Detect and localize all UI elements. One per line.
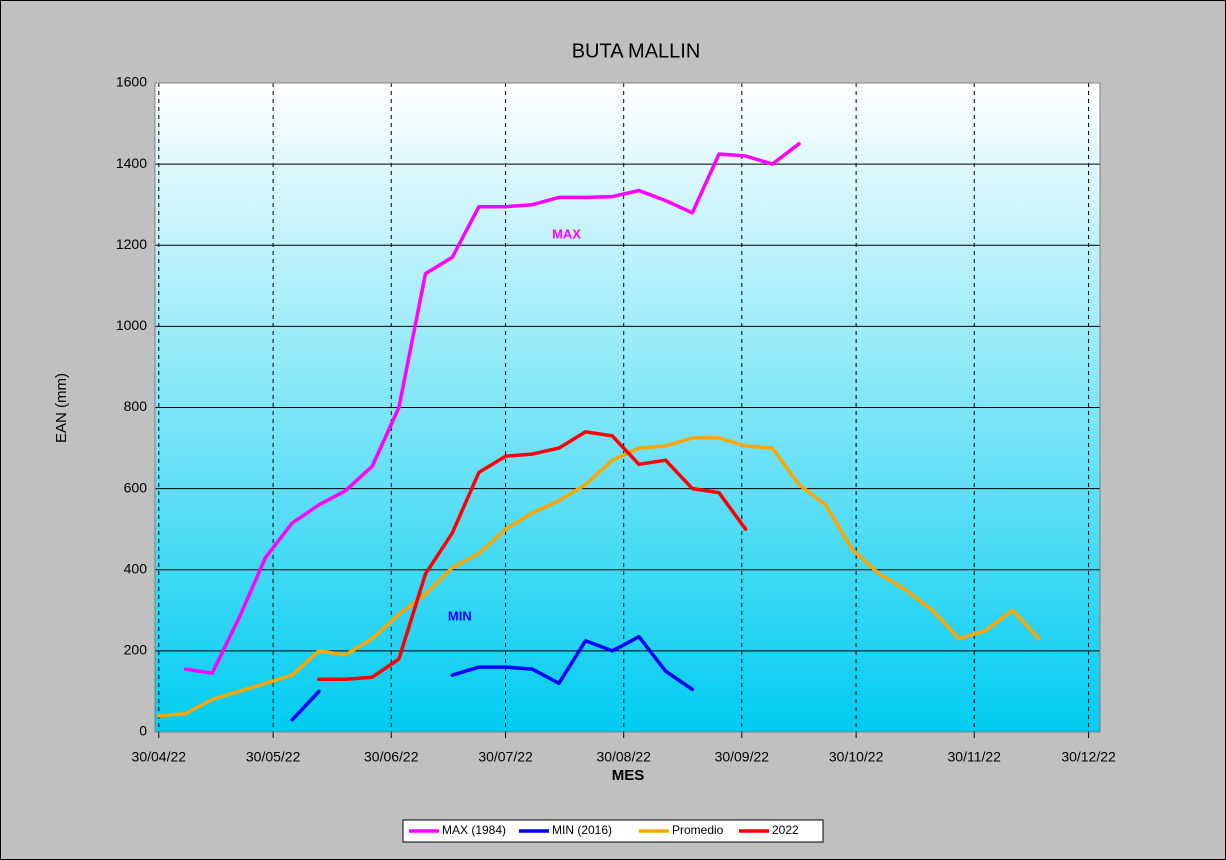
x-tick-label: 30/08/22	[596, 749, 651, 765]
y-tick-label: 1000	[116, 317, 147, 333]
x-tick-label: 30/12/22	[1061, 749, 1116, 765]
plot-border	[154, 82, 1101, 733]
y-tick-label: 200	[124, 642, 148, 658]
y-tick-label: 1200	[116, 236, 147, 252]
x-tick-label: 30/06/22	[364, 749, 419, 765]
legend-box	[402, 819, 824, 843]
legend-label: Promedio	[672, 823, 724, 837]
legend-label: 2022	[772, 823, 799, 837]
legend-label: MAX (1984)	[442, 823, 506, 837]
series-line	[183, 142, 801, 675]
y-tick-label: 0	[139, 723, 147, 739]
y-tick-label: 800	[124, 398, 148, 414]
legend-label: MIN (2016)	[552, 823, 612, 837]
series-line	[157, 436, 1041, 718]
x-tick-label: 30/10/22	[829, 749, 884, 765]
x-axis-label: MES	[612, 767, 645, 784]
series-line	[290, 634, 695, 722]
y-axis-label: EAN (mm)	[53, 373, 70, 443]
annotation: MAX	[552, 227, 581, 242]
x-tick-label: 30/11/22	[948, 749, 1002, 765]
y-tick-label: 600	[124, 479, 148, 495]
x-tick-label: 30/07/22	[478, 749, 533, 765]
y-tick-label: 1400	[116, 155, 147, 171]
x-tick-label: 30/05/22	[246, 749, 301, 765]
x-tick-label: 30/04/22	[132, 749, 187, 765]
y-tick-label: 1600	[116, 74, 147, 90]
y-tick-label: 400	[124, 560, 148, 576]
chart-title: BUTA MALLIN	[572, 40, 701, 62]
series-line	[317, 430, 748, 682]
x-tick-label: 30/09/22	[715, 749, 770, 765]
annotation: MIN	[448, 609, 472, 624]
